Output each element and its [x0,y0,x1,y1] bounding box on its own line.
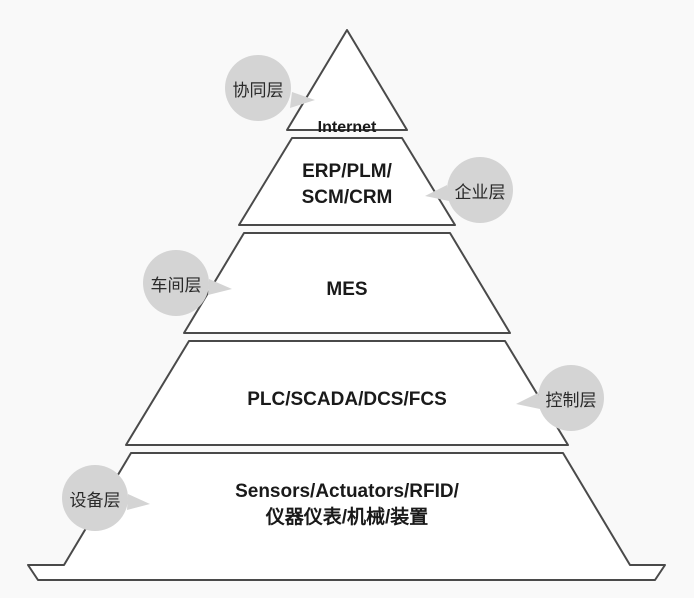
bubble-device: 设备层 [62,465,128,531]
layer-internet [287,30,407,130]
layer-internet-label: Internet [167,117,527,139]
bubble-workshop: 车间层 [143,250,209,316]
layer-sensors-label: Sensors/Actuators/RFID/ 仪器仪表/机械/装置 [167,479,527,530]
bubble-control-label: 控制层 [546,386,597,411]
bubble-workshop-label: 车间层 [151,271,202,296]
bubble-control: 控制层 [538,365,604,431]
bubble-device-label: 设备层 [70,486,121,511]
bubble-enterprise-label: 企业层 [455,178,506,203]
bubble-enterprise: 企业层 [447,157,513,223]
layer-mes-label: MES [167,277,527,303]
bubble-collab: 协同层 [225,55,291,121]
layer-plc-label: PLC/SCADA/DCS/FCS [167,387,527,413]
bubble-collab-label: 协同层 [233,76,284,101]
